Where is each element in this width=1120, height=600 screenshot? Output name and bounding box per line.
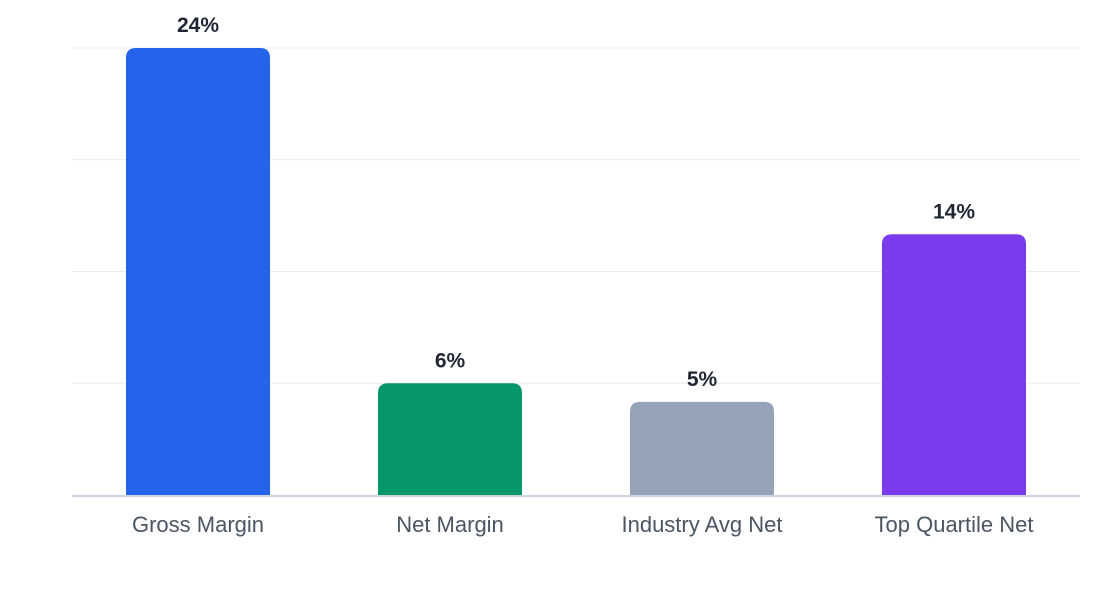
category-label: Industry Avg Net xyxy=(621,512,782,537)
bar-net-margin xyxy=(378,383,522,495)
category-label: Top Quartile Net xyxy=(875,512,1034,537)
value-labels: 24% 6% 5% 14% xyxy=(177,14,975,391)
value-label: 24% xyxy=(177,14,219,37)
value-label: 14% xyxy=(933,200,975,223)
value-label: 5% xyxy=(687,368,718,391)
value-label: 6% xyxy=(435,349,466,372)
bar-gross-margin xyxy=(126,48,270,495)
category-label: Gross Margin xyxy=(132,512,264,537)
bar-industry-avg-net xyxy=(630,401,774,495)
category-label: Net Margin xyxy=(396,512,504,537)
bar-top-quartile-net xyxy=(882,234,1026,495)
bars xyxy=(126,48,1026,495)
category-labels: Gross Margin Net Margin Industry Avg Net To… xyxy=(132,512,1034,537)
